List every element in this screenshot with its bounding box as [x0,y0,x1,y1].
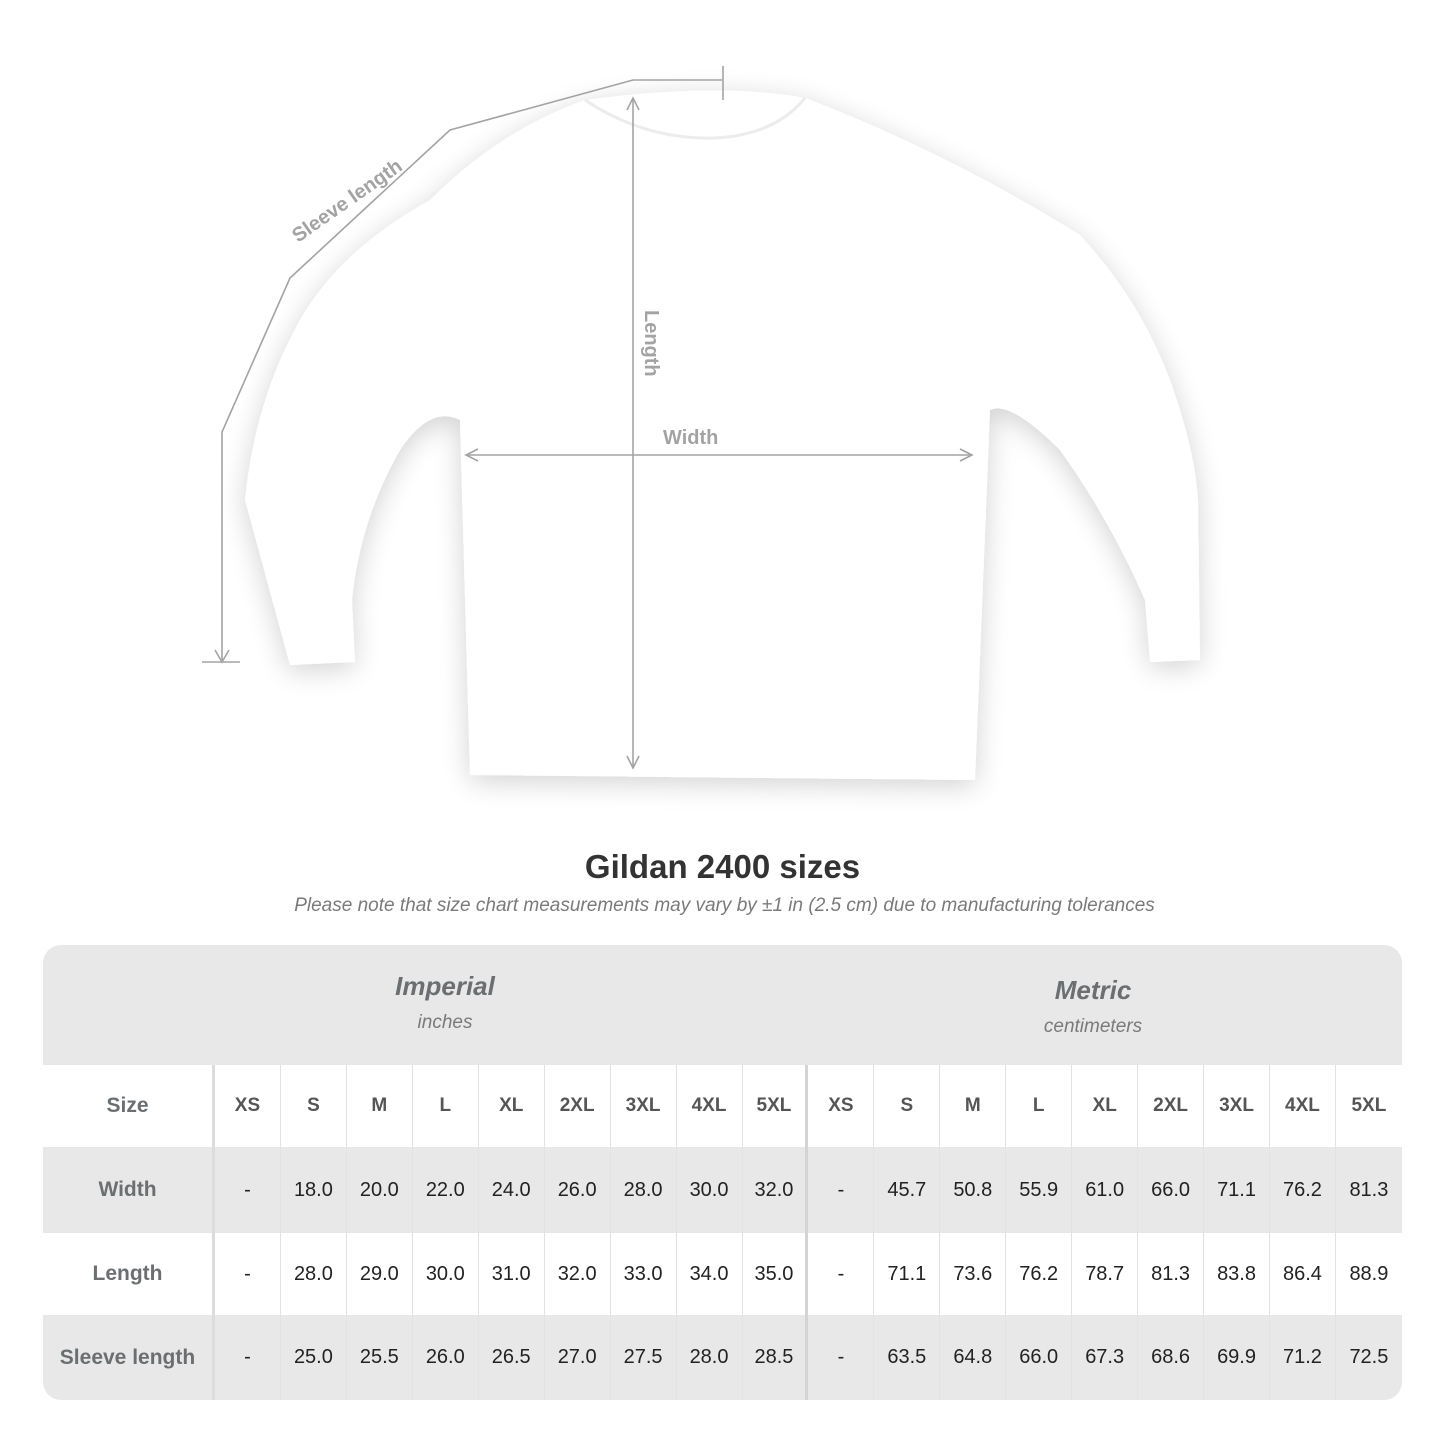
table-cell: 68.6 [1138,1315,1205,1400]
table-cell: 76.2 [1006,1233,1073,1315]
group-imperial: Imperial inches [295,971,595,1034]
table-cell: 64.8 [940,1315,1007,1400]
table-cell: 28.0 [611,1147,677,1233]
size-header-cell: 5XL [743,1065,809,1147]
table-cell: - [808,1147,875,1233]
row-band [43,1147,1402,1233]
row-band [43,1315,1402,1400]
table-cell: 61.0 [1072,1147,1139,1233]
table-cell: 20.0 [347,1147,413,1233]
size-header-cell: XL [1072,1065,1139,1147]
table-cell: 66.0 [1138,1147,1205,1233]
longsleeve-shirt [245,90,1200,781]
table-cell: 26.0 [545,1147,611,1233]
table-cell: 27.5 [611,1315,677,1400]
table-cell: 67.3 [1072,1315,1139,1400]
table-cell: 71.2 [1270,1315,1336,1400]
group-unit: centimeters [1043,1016,1143,1037]
table-cell: 81.3 [1349,1178,1389,1201]
size-header-cell: 5XL [1351,1095,1387,1116]
row-label: Length [43,1233,215,1315]
size-header-cell: 3XL [611,1065,677,1147]
tolerance-note: Please note that size chart measurements… [294,895,1155,916]
size-header-cell: L [413,1065,479,1147]
table-cell: 76.2 [1270,1147,1336,1233]
table-cell: 26.5 [479,1315,545,1400]
table-cell: - [808,1233,875,1315]
row-label: Width [43,1147,215,1233]
table-row: Sleeve length -25.0 25.5 26.0 26.5 27.0 27.5 2… [43,1315,1402,1400]
table-cell: 29.0 [347,1233,413,1315]
size-header-cell: XS [215,1065,281,1147]
table-cell: 32.0 [545,1233,611,1315]
size-table: Imperial inches Metric centimeters Size … [43,945,1402,1400]
length-label: Length [640,310,662,377]
table-cell: - [808,1315,875,1400]
table-cell: 72.5 [1349,1346,1389,1368]
size-header-cell: S [281,1065,347,1147]
size-header-cell: XS [808,1065,875,1147]
table-cell: - [215,1315,281,1400]
table-cell: 88.9 [1349,1262,1389,1285]
page-title: Gildan 2400 sizes [584,848,861,885]
table-cell: 86.4 [1270,1233,1336,1315]
table-cell: 35.0 [743,1233,809,1315]
size-header-cell: 4XL [677,1065,743,1147]
table-cell: 28.5 [743,1315,809,1400]
table-cell: 25.0 [281,1315,347,1400]
table-cell: 83.8 [1204,1233,1270,1315]
size-header-cell: XL [479,1065,545,1147]
table-cell: 55.9 [1006,1147,1073,1233]
table-cell: 30.0 [677,1147,743,1233]
group-metric: Metric centimeters [943,975,1243,1038]
table-cell: 34.0 [677,1233,743,1315]
table-cell: - [215,1233,281,1315]
size-header-row: Size XS S M L XL 2XL 3XL 4XL 5XL XS S M L XL 2XL 3XL 4XL… [43,1065,1402,1147]
size-header-cell: 3XL [1204,1065,1270,1147]
table-cell: 73.6 [940,1233,1007,1315]
table-cell: 32.0 [743,1147,809,1233]
table-cell: 31.0 [479,1233,545,1315]
table-cell: 71.1 [874,1233,941,1315]
table-cell: 81.3 [1138,1233,1205,1315]
table-cell: 63.5 [874,1315,941,1400]
table-cell: 27.0 [545,1315,611,1400]
size-header-cell: M [940,1065,1007,1147]
table-cell: - [215,1147,281,1233]
table-cell: 71.1 [1204,1147,1270,1233]
table-cell: 78.7 [1072,1233,1139,1315]
size-header-cell: 4XL [1270,1065,1336,1147]
table-row: Length -28.0 29.0 30.0 31.0 32.0 33.0 34.0 35.0… [43,1233,1402,1315]
table-row: Width -18.0 20.0 22.0 24.0 26.0 28.0 30.0 32.0-… [43,1147,1402,1233]
width-label: Width [663,427,718,449]
size-label: Size [43,1065,215,1147]
size-header-cell: 2XL [545,1065,611,1147]
measure-lines [202,66,974,770]
size-header-cell: M [347,1065,413,1147]
group-name: Imperial [395,971,495,1001]
table-cell: 50.8 [940,1147,1007,1233]
group-name: Metric [1054,975,1132,1005]
table-cell: 66.0 [1006,1315,1073,1400]
table-cell: 33.0 [611,1233,677,1315]
size-header-cell: L [1006,1065,1073,1147]
size-header-cell: S [874,1065,941,1147]
table-cell: 45.7 [874,1147,941,1233]
table-cell: 22.0 [413,1147,479,1233]
table-cell: 26.0 [413,1315,479,1400]
group-unit: inches [417,1012,473,1033]
group-header-band [43,945,1402,1065]
size-header-cell: 2XL [1138,1065,1205,1147]
table-cell: 28.0 [677,1315,743,1400]
table-cell: 28.0 [281,1233,347,1315]
table-cell: 25.5 [347,1315,413,1400]
row-label: Sleeve length [43,1315,215,1400]
shirt-diagram: Sleeve length Length Width [202,66,1200,781]
table-cell: 18.0 [281,1147,347,1233]
table-cell: 30.0 [413,1233,479,1315]
table-cell: 24.0 [479,1147,545,1233]
table-cell: 69.9 [1204,1315,1270,1400]
